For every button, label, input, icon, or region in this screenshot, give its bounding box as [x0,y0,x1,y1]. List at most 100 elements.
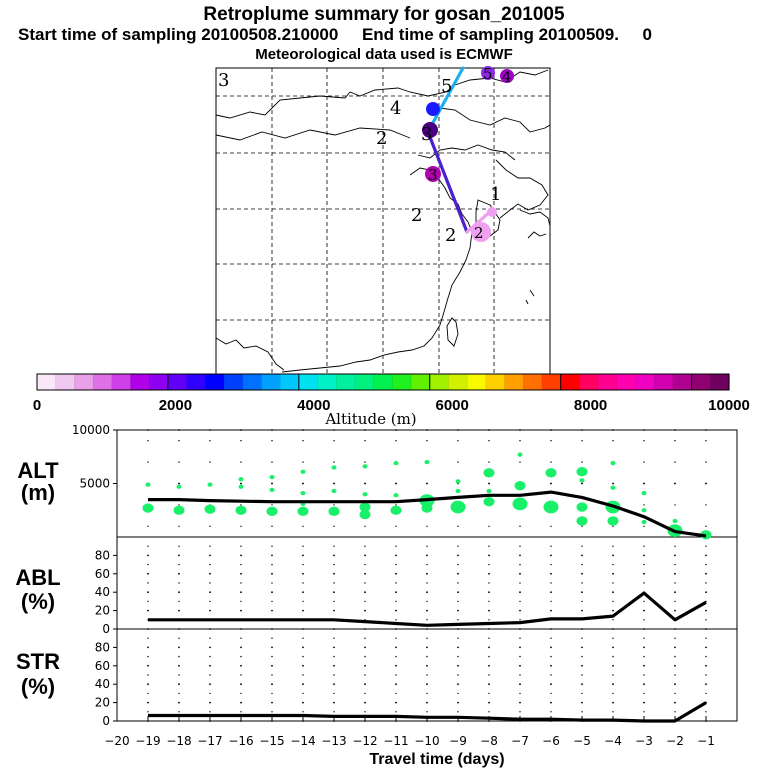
x-tick-label: −6 [542,734,560,748]
grid-dot [488,674,490,676]
grid-dot [240,609,242,612]
grid-dot [674,701,676,704]
traj-label-4: 4 [390,98,401,119]
grid-dot [333,429,335,431]
grid-dot [364,591,366,594]
alt-particle-points [142,452,712,540]
grid-dot [364,572,366,575]
grid-dot [581,525,583,527]
grid-dot [457,440,459,442]
grid-dot [581,591,583,594]
grid-dot [674,609,676,612]
grid-dot [240,637,242,639]
alt-point [173,505,185,515]
marker-4-day [426,102,440,116]
colorbar-cell [429,374,450,390]
x-tick-label: −7 [511,734,529,748]
grid-dot [178,572,180,575]
grid-dot [705,554,707,557]
abl-label: ABL [15,565,60,590]
grid-dot [643,655,645,658]
grid-dot [426,628,428,630]
grid-dot [271,461,273,463]
grid-dot [581,664,583,667]
colorbar-cell [373,374,393,390]
grid-dot [364,545,366,547]
grid-dot [178,711,180,713]
grid-dot [705,563,707,566]
x-tick-label: −9 [449,734,467,748]
grid-dot [519,429,521,431]
grid-dot [581,646,583,649]
grid-dot [147,582,149,584]
y-tick-label: 60 [95,659,110,673]
grid-dot [333,609,335,612]
map-graticule [216,68,550,375]
grid-dot [302,628,304,630]
grid-dot [519,545,521,547]
x-tick-label: −15 [259,734,284,748]
grid-dot [488,572,490,575]
grid-dot [550,711,552,713]
grid-dot [333,482,335,485]
grid-dot [519,440,521,442]
grid-dot [705,525,707,527]
grid-dot [705,440,707,442]
grid-dot [178,637,180,639]
grid-dot [426,683,428,686]
x-tick-label: −8 [480,734,498,748]
grid-dot [147,664,149,667]
x-tick-label: −17 [197,734,222,748]
grid-dot [705,582,707,584]
alt-point [300,491,306,496]
grid-dot [395,619,397,621]
grid-dot [674,440,676,442]
y-tick-label: 20 [95,696,110,710]
grid-dot [488,619,490,621]
colorbar-cell [504,374,524,390]
grid-dot [302,563,304,566]
grid-dot [426,655,428,658]
grid-dot [240,563,242,566]
grid-dot [147,683,149,686]
grid-dot [612,683,614,686]
grid-dot [209,582,211,584]
grid-dot [519,692,521,695]
grid-dot [705,591,707,594]
y-tick-label: 40 [95,677,110,691]
grid-dot [519,701,521,704]
alt-point [579,478,585,483]
grid-dot [643,701,645,704]
grid-dot [178,545,180,547]
grid-dot [178,482,180,485]
grid-dot [581,582,583,584]
x-tick-label: −2 [666,734,684,748]
grid-dot [674,591,676,594]
grid-dot [457,600,459,603]
grid-dot [333,692,335,695]
alt-point [145,482,151,487]
grid-dot [426,646,428,649]
grid-dot [271,711,273,713]
colorbar-cell [598,374,618,390]
grid-dot [395,701,397,704]
x-tick-label: −1 [697,734,715,748]
grid-dot [488,482,490,485]
grid-dot [209,609,211,612]
grid-dot [612,646,614,649]
grid-dot [612,655,614,658]
grid-dot [271,545,273,547]
grid-dot [209,440,211,442]
colorbar-frame [36,373,730,391]
grid-dot [333,655,335,658]
alt-point [176,484,182,489]
colorbar-cells [37,374,730,390]
grid-dot [209,525,211,527]
grid-dot [271,628,273,630]
grid-dot [426,600,428,603]
grid-dot [457,563,459,566]
grid-dot [147,429,149,431]
grid-dot [395,711,397,713]
grid-dot [612,572,614,575]
alt-point [576,502,588,512]
